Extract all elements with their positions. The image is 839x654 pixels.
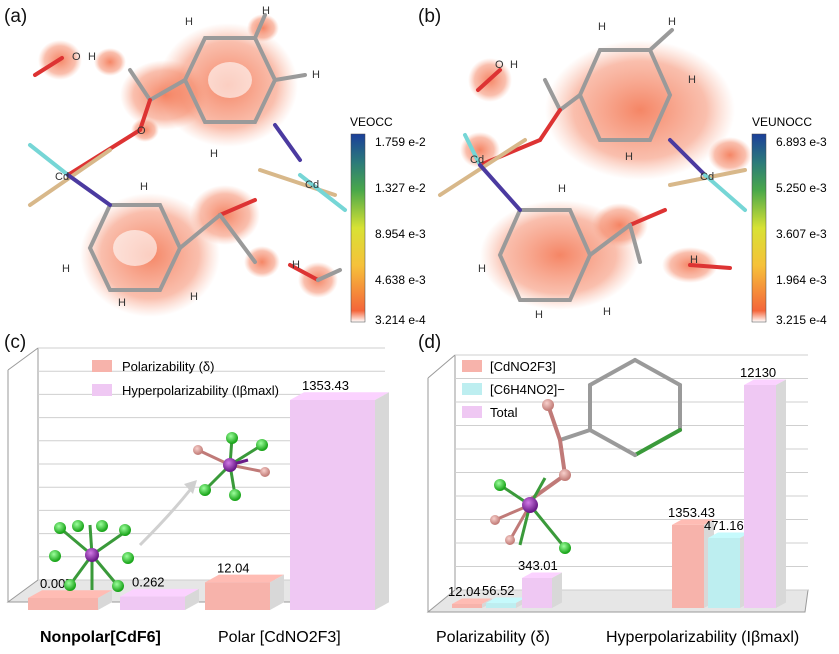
svg-text:H: H [185,16,193,28]
legend-label: [C6H4NO2]− [490,382,565,397]
svg-text:H: H [140,181,148,193]
svg-text:H: H [118,297,126,309]
colorbar-a-tick: 3.214 e-4 [375,313,426,327]
bar-polarizability [28,590,112,610]
chart-d-bars [452,379,786,608]
colorbar-a-tick: 4.638 e-3 [375,273,426,287]
legend-swatch-c6h4no2 [462,383,482,395]
legend-label: Polarizability (δ) [122,359,214,374]
colorbar-b-tick: 5.250 e-3 [776,181,827,195]
svg-text:H: H [262,5,270,17]
svg-text:H: H [292,259,300,271]
colorbar-b-tick: 3.607 e-3 [776,227,827,241]
svg-text:H: H [312,69,320,81]
legend-label: [CdNO2F3] [490,359,556,374]
bar-polarizability [205,574,284,610]
svg-text:O: O [72,51,81,63]
legend-swatch-polarizability [92,360,112,372]
data-label: 471.16 [704,518,744,533]
colorbar-b: VEUNOCC 6.893 e-3 5.250 e-3 3.607 e-3 1.… [751,115,827,327]
svg-text:O: O [137,125,146,137]
colorbar-a: VEOCC 1.759 e-2 1.327 e-2 8.954 e-3 4.63… [350,115,426,327]
bar-total [744,379,786,608]
colorbar-a-title: VEOCC [350,115,393,129]
data-label: 1353.43 [668,505,715,520]
data-label: 56.52 [482,583,515,598]
svg-text:Cd: Cd [700,171,714,183]
legend-label: Total [490,405,518,420]
svg-text:H: H [88,51,96,63]
chart-d-category-label: Hyperpolarizability (Iβmaxl) [606,629,799,646]
svg-text:H: H [558,183,566,195]
chart-d-category-label: Polarizability (δ) [436,629,550,646]
colorbar-b-tick: 3.215 e-4 [776,313,827,327]
chart-c-bars [28,392,389,610]
colorbar-a-tick: 8.954 e-3 [375,227,426,241]
legend-swatch-cdno2f3 [462,360,482,372]
chart-c-category-label: Nonpolar[CdF6] [40,629,161,646]
svg-text:H: H [690,254,698,266]
data-label: 12.04 [448,584,481,599]
combined-molecule-icon [490,358,682,554]
colorbar-b-title: VEUNOCC [752,115,812,129]
svg-text:H: H [598,21,606,33]
legend-swatch-total [462,406,482,418]
bar-total [522,572,562,608]
chart-d-data-labels: 12.04 1353.43 56.52 471.16 343.01 12130 [448,365,776,599]
svg-text:H: H [190,291,198,303]
chart-c-legend: Polarizability (δ) Hyperpolarizability (… [92,359,279,398]
cdno2f3-molecule-icon [193,432,270,501]
legend-swatch-hyperpolarizability [92,384,112,396]
data-label: 343.01 [518,558,558,573]
panel-label-a: (a) [4,6,28,27]
svg-text:H: H [510,59,518,71]
data-label: 0.005 [40,576,73,591]
svg-text:Cd: Cd [470,154,484,166]
svg-text:Cd: Cd [305,179,319,191]
svg-text:H: H [688,74,696,86]
data-label: 12130 [740,365,776,380]
svg-text:Cd: Cd [55,171,69,183]
svg-text:H: H [625,151,633,163]
svg-text:H: H [210,148,218,160]
chart-c-category-label: Polar [CdNO2F3] [218,629,341,646]
bar-hyperpolarizability [120,588,199,610]
colorbar-a-tick: 1.759 e-2 [375,135,426,149]
chart-d-legend: [CdNO2F3] [C6H4NO2]− Total [462,359,565,420]
bar-hyperpolarizability [290,392,389,610]
colorbar-a-tick: 1.327 e-2 [375,181,426,195]
colorbar-b-tick: 1.964 e-3 [776,273,827,287]
bar-c6h4no2 [708,532,750,608]
svg-text:H: H [62,263,70,275]
data-label: 0.262 [132,575,165,590]
data-label: 1353.43 [302,378,349,393]
svg-text:H: H [535,309,543,321]
colorbar-b-tick: 6.893 e-3 [776,135,827,149]
svg-text:H: H [603,306,611,318]
cdf6-molecule-icon [49,480,197,592]
svg-text:H: H [478,263,486,275]
data-label: 12.04 [217,560,250,575]
panel-label-b: (b) [418,6,442,27]
svg-text:O: O [495,59,504,71]
chart-c-data-labels: 0.005 12.04 0.262 1353.43 [40,378,349,591]
panel-label-d: (d) [418,332,442,353]
legend-label: Hyperpolarizability (Iβmaxl) [122,383,279,398]
svg-text:H: H [668,16,676,28]
panel-label-c: (c) [4,332,27,353]
